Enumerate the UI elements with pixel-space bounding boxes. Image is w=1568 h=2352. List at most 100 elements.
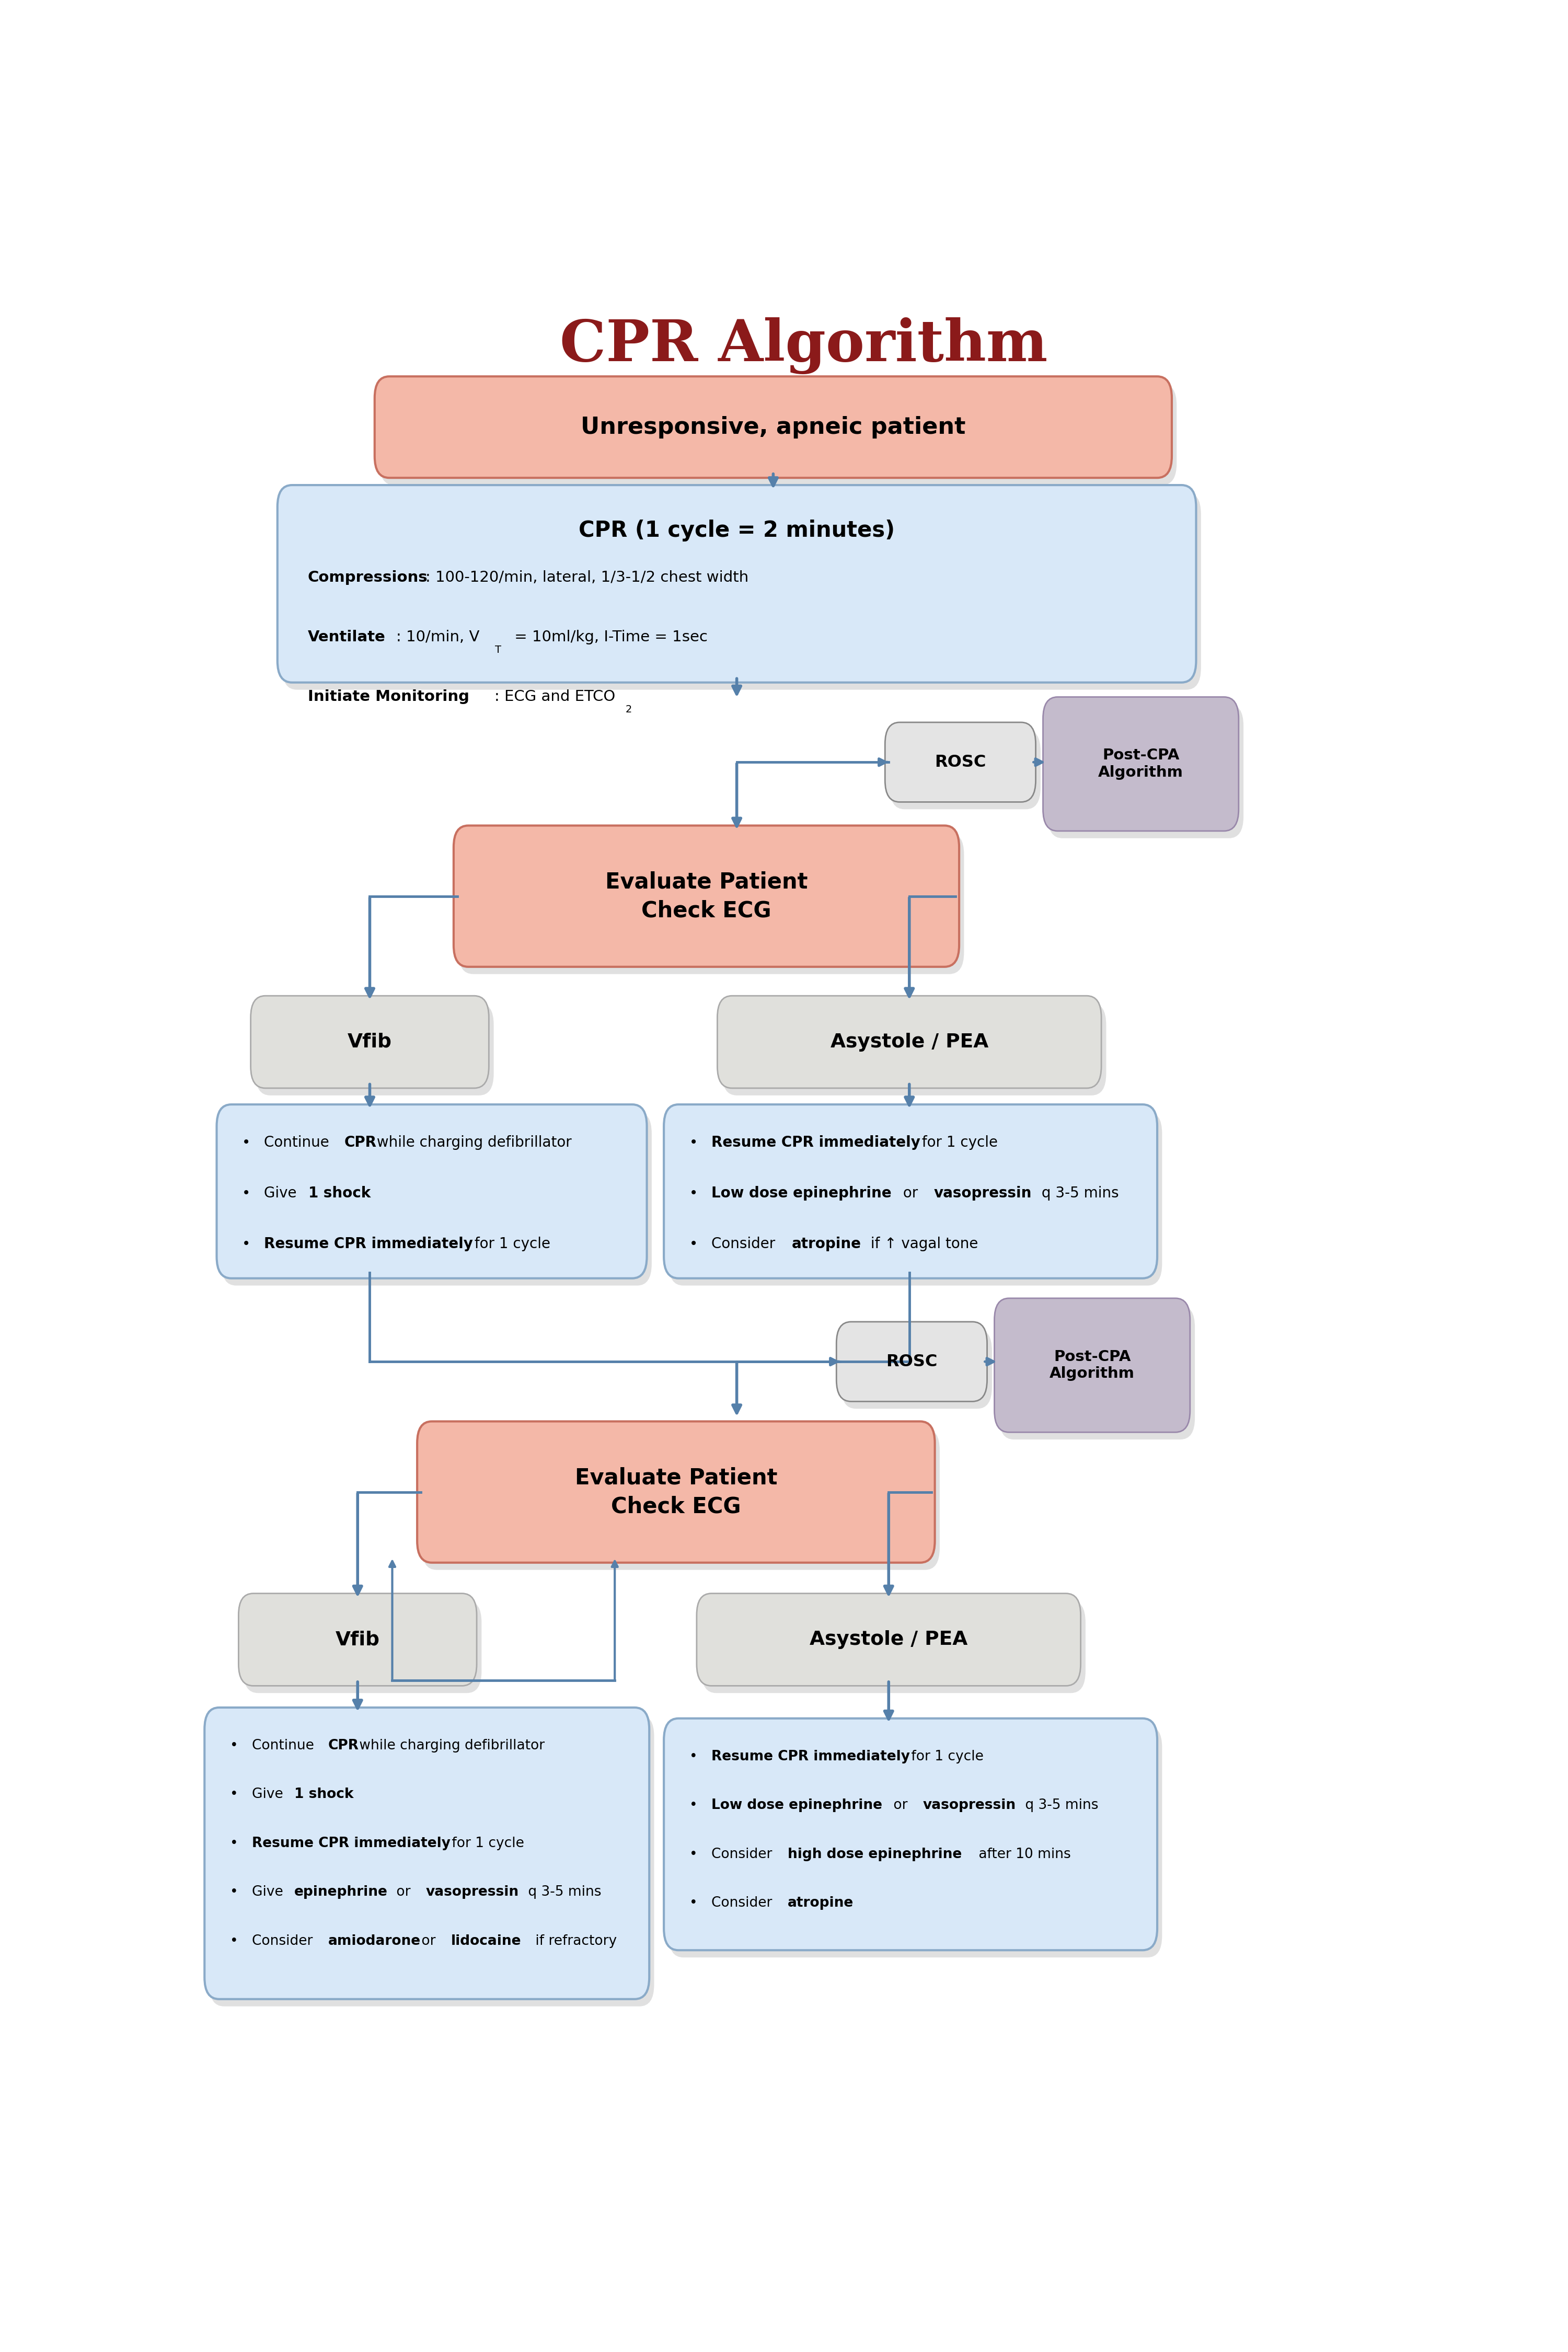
Text: •: •	[230, 1933, 238, 1947]
FancyBboxPatch shape	[1043, 696, 1239, 830]
Text: 2: 2	[626, 706, 632, 715]
FancyBboxPatch shape	[278, 485, 1196, 682]
Text: •: •	[690, 1799, 698, 1811]
Text: •: •	[690, 1185, 698, 1200]
Text: : 10/min, V: : 10/min, V	[397, 630, 480, 644]
Text: •: •	[230, 1738, 238, 1752]
FancyBboxPatch shape	[836, 1322, 988, 1402]
Text: Initiate Monitoring: Initiate Monitoring	[307, 689, 469, 703]
Text: Post-CPA
Algorithm: Post-CPA Algorithm	[1098, 748, 1184, 781]
FancyBboxPatch shape	[842, 1329, 993, 1409]
FancyBboxPatch shape	[216, 1105, 648, 1279]
Text: for 1 cycle: for 1 cycle	[906, 1750, 983, 1764]
Text: Give: Give	[252, 1886, 287, 1898]
FancyBboxPatch shape	[282, 492, 1201, 689]
FancyBboxPatch shape	[891, 729, 1041, 809]
Text: CPR: CPR	[345, 1136, 376, 1150]
Text: or: or	[392, 1886, 416, 1898]
FancyBboxPatch shape	[204, 1708, 649, 1999]
FancyBboxPatch shape	[379, 383, 1176, 485]
Text: ROSC: ROSC	[935, 755, 986, 769]
FancyBboxPatch shape	[453, 826, 960, 967]
Text: Continue: Continue	[252, 1738, 318, 1752]
Text: Ventilate: Ventilate	[307, 630, 386, 644]
Text: Give: Give	[252, 1788, 287, 1802]
Text: or: or	[417, 1933, 441, 1947]
Text: Low dose epinephrine: Low dose epinephrine	[712, 1185, 891, 1200]
Text: Give: Give	[263, 1185, 301, 1200]
FancyBboxPatch shape	[663, 1105, 1157, 1279]
Text: •: •	[690, 1237, 698, 1251]
FancyBboxPatch shape	[999, 1305, 1195, 1439]
Text: Consider: Consider	[712, 1846, 776, 1860]
FancyBboxPatch shape	[238, 1592, 477, 1686]
Text: CPR Algorithm: CPR Algorithm	[560, 318, 1047, 374]
Text: Resume CPR immediately: Resume CPR immediately	[252, 1837, 450, 1851]
FancyBboxPatch shape	[417, 1421, 935, 1562]
FancyBboxPatch shape	[1047, 703, 1243, 837]
Text: Vfib: Vfib	[336, 1630, 379, 1649]
FancyBboxPatch shape	[701, 1602, 1085, 1693]
FancyBboxPatch shape	[210, 1715, 654, 2006]
Text: = 10ml/kg, I-Time = 1sec: = 10ml/kg, I-Time = 1sec	[510, 630, 707, 644]
Text: •: •	[241, 1185, 251, 1200]
Text: Continue: Continue	[263, 1136, 334, 1150]
Text: •: •	[230, 1886, 238, 1898]
Text: •: •	[241, 1237, 251, 1251]
Text: Compressions: Compressions	[307, 569, 428, 586]
FancyBboxPatch shape	[375, 376, 1171, 477]
Text: CPR (1 cycle = 2 minutes): CPR (1 cycle = 2 minutes)	[579, 520, 895, 541]
FancyBboxPatch shape	[221, 1112, 652, 1287]
FancyBboxPatch shape	[251, 995, 489, 1089]
Text: Consider: Consider	[252, 1933, 317, 1947]
Text: 1 shock: 1 shock	[309, 1185, 372, 1200]
Text: •: •	[230, 1837, 238, 1851]
Text: or: or	[898, 1185, 922, 1200]
Text: Post-CPA
Algorithm: Post-CPA Algorithm	[1049, 1350, 1135, 1381]
Text: vasopressin: vasopressin	[426, 1886, 519, 1898]
Text: amiodarone: amiodarone	[328, 1933, 420, 1947]
Text: Low dose epinephrine: Low dose epinephrine	[712, 1799, 883, 1811]
Text: or: or	[889, 1799, 913, 1811]
Text: •: •	[690, 1136, 698, 1150]
Text: Resume CPR immediately: Resume CPR immediately	[712, 1750, 909, 1764]
Text: Vfib: Vfib	[348, 1033, 392, 1051]
Text: Resume CPR immediately: Resume CPR immediately	[263, 1237, 474, 1251]
Text: •: •	[690, 1896, 698, 1910]
Text: Asystole / PEA: Asystole / PEA	[831, 1033, 988, 1051]
Text: T: T	[495, 644, 502, 654]
FancyBboxPatch shape	[717, 995, 1101, 1089]
Text: •: •	[241, 1136, 251, 1150]
Text: Resume CPR immediately: Resume CPR immediately	[712, 1136, 920, 1150]
Text: vasopressin: vasopressin	[935, 1185, 1032, 1200]
FancyBboxPatch shape	[663, 1719, 1157, 1950]
Text: Evaluate Patient
Check ECG: Evaluate Patient Check ECG	[605, 870, 808, 922]
Text: atropine: atropine	[792, 1237, 861, 1251]
Text: after 10 mins: after 10 mins	[974, 1846, 1071, 1860]
Text: vasopressin: vasopressin	[924, 1799, 1016, 1811]
Text: Evaluate Patient
Check ECG: Evaluate Patient Check ECG	[575, 1468, 778, 1517]
Text: CPR: CPR	[328, 1738, 359, 1752]
Text: Consider: Consider	[712, 1896, 776, 1910]
FancyBboxPatch shape	[723, 1002, 1105, 1096]
Text: epinephrine: epinephrine	[295, 1886, 387, 1898]
Text: atropine: atropine	[787, 1896, 853, 1910]
FancyBboxPatch shape	[668, 1112, 1162, 1287]
FancyBboxPatch shape	[884, 722, 1036, 802]
Text: while charging defibrillator: while charging defibrillator	[372, 1136, 572, 1150]
Text: for 1 cycle: for 1 cycle	[447, 1837, 524, 1851]
Text: while charging defibrillator: while charging defibrillator	[354, 1738, 544, 1752]
FancyBboxPatch shape	[422, 1428, 939, 1569]
Text: q 3-5 mins: q 3-5 mins	[1036, 1185, 1120, 1200]
Text: lidocaine: lidocaine	[452, 1933, 521, 1947]
FancyBboxPatch shape	[994, 1298, 1190, 1432]
Text: Unresponsive, apneic patient: Unresponsive, apneic patient	[580, 416, 966, 437]
Text: •: •	[690, 1846, 698, 1860]
Text: for 1 cycle: for 1 cycle	[917, 1136, 997, 1150]
FancyBboxPatch shape	[668, 1726, 1162, 1957]
Text: high dose epinephrine: high dose epinephrine	[787, 1846, 961, 1860]
Text: : 100-120/min, lateral, 1/3-1/2 chest width: : 100-120/min, lateral, 1/3-1/2 chest wi…	[425, 569, 750, 586]
FancyBboxPatch shape	[243, 1602, 481, 1693]
Text: Consider: Consider	[712, 1237, 779, 1251]
Text: •: •	[690, 1750, 698, 1764]
